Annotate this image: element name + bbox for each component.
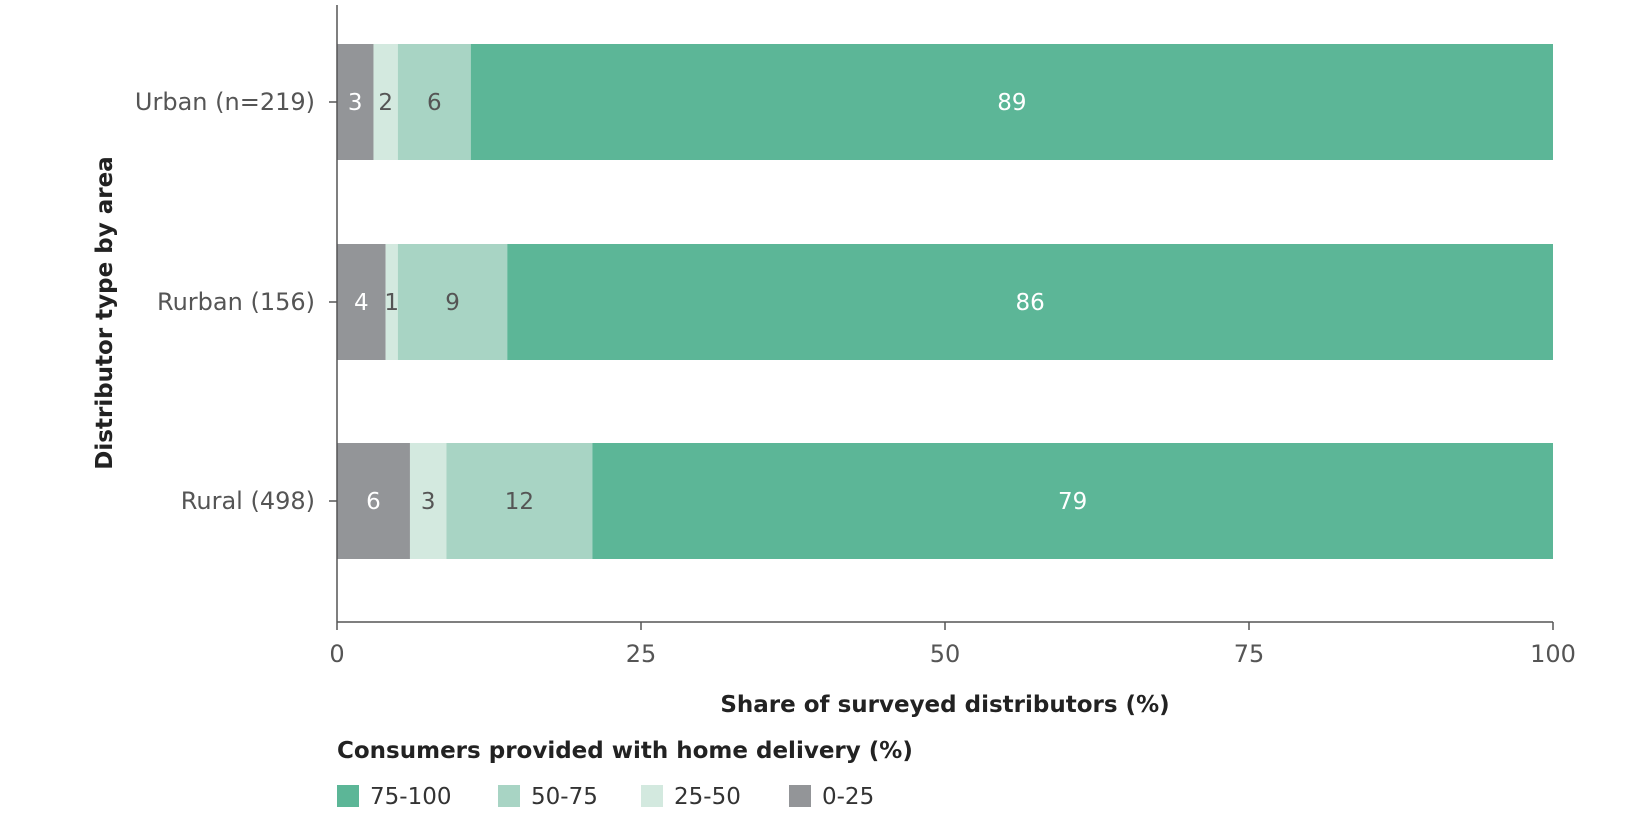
segment-label: 2 <box>378 90 393 116</box>
bar-segment-50-75-2 <box>446 443 593 559</box>
legend-label: 50-75 <box>531 784 598 810</box>
category-labels-group: Urban (n=219) Rurban (156) Rural (498) <box>135 88 337 515</box>
segment-label: 89 <box>997 90 1026 116</box>
y-axis-title: Distributor type by area <box>92 156 118 469</box>
bar-segment-75-100-2 <box>592 443 1553 559</box>
segment-label: 86 <box>1015 290 1044 316</box>
legend-swatch-50-75 <box>498 785 520 807</box>
segment-labels-group: 3 2 6 894 1 9 866 3 12 79 <box>348 90 1087 515</box>
legend-swatch-25-50 <box>641 785 663 807</box>
category-label: Rural (498) <box>181 487 315 515</box>
x-tick-label: 25 <box>626 640 657 668</box>
x-axis-title: Share of surveyed distributors (%) <box>720 692 1169 718</box>
segment-label: 6 <box>427 90 442 116</box>
bar-segment-75-100-1 <box>507 244 1553 360</box>
segment-label: 79 <box>1058 489 1087 515</box>
bar-segment-75-100-0 <box>470 44 1553 160</box>
segment-label: 6 <box>366 489 381 515</box>
category-label: Rurban (156) <box>157 288 315 316</box>
legend: 75-100 50-75 25-50 0-25 <box>337 784 874 810</box>
segment-label: 1 <box>384 290 399 316</box>
legend-label: 75-100 <box>370 784 451 810</box>
legend-swatch-0-25 <box>789 785 811 807</box>
bar-segment-0-25-2 <box>337 443 410 559</box>
bar-segment-0-25-0 <box>337 44 374 160</box>
legend-swatch-75-100 <box>337 785 359 807</box>
category-label: Urban (n=219) <box>135 88 315 116</box>
bar-segment-50-75-1 <box>397 244 508 360</box>
bars-group <box>337 44 1553 559</box>
bar-segment-50-75-0 <box>397 44 471 160</box>
x-tick-label: 75 <box>1234 640 1265 668</box>
legend-label: 0-25 <box>822 784 874 810</box>
segment-label: 12 <box>505 489 534 515</box>
bar-segment-25-50-1 <box>385 244 398 360</box>
legend-title: Consumers provided with home delivery (%… <box>337 738 913 764</box>
legend-label: 25-50 <box>674 784 741 810</box>
x-ticks-group: 0 25 50 75 100 <box>329 622 1576 668</box>
bar-segment-0-25-1 <box>337 244 386 360</box>
x-tick-label: 0 <box>329 640 344 668</box>
bar-segment-25-50-0 <box>373 44 398 160</box>
bar-segment-25-50-2 <box>409 443 447 559</box>
x-tick-label: 100 <box>1530 640 1576 668</box>
segment-label: 3 <box>421 489 436 515</box>
segment-label: 4 <box>354 290 369 316</box>
segment-label: 3 <box>348 90 363 116</box>
segment-label: 9 <box>445 290 460 316</box>
x-tick-label: 50 <box>930 640 961 668</box>
